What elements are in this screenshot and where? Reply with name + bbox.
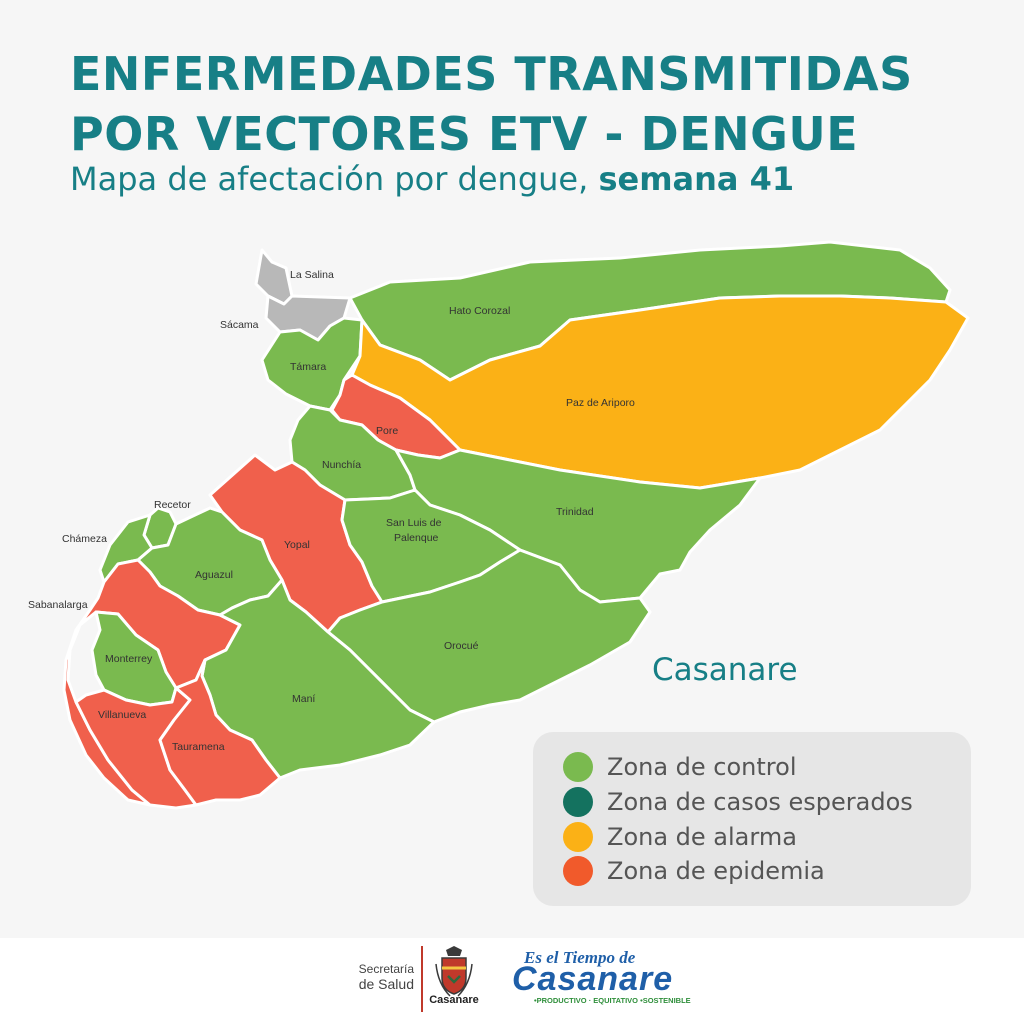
secretaria-line-1: Secretaría bbox=[358, 962, 414, 976]
subtitle-prefix: Mapa de afectación por dengue, bbox=[70, 160, 599, 198]
municipality-la-salina[interactable] bbox=[254, 248, 294, 306]
title-line-1: ENFERMEDADES TRANSMITIDAS bbox=[70, 47, 913, 101]
label-monterrey: Monterrey bbox=[105, 653, 153, 665]
page-title: ENFERMEDADES TRANSMITIDAS POR VECTORES E… bbox=[70, 44, 913, 164]
label-yopal: Yopal bbox=[284, 539, 310, 551]
label-villanueva: Villanueva bbox=[98, 709, 146, 721]
legend-item-control: Zona de control bbox=[563, 750, 797, 784]
label-recetor: Recetor bbox=[154, 499, 191, 511]
municipality-tauramena[interactable] bbox=[158, 658, 282, 807]
title-line-2: POR VECTORES ETV - DENGUE bbox=[70, 107, 859, 161]
label-orocue: Orocué bbox=[444, 640, 479, 652]
legend-label-alarma: Zona de alarma bbox=[607, 823, 797, 851]
legend-label-esperados: Zona de casos esperados bbox=[607, 788, 913, 816]
label-hato-corozal: Hato Corozal bbox=[449, 305, 510, 317]
label-paz-de-ariporo: Paz de Ariporo bbox=[566, 397, 635, 409]
map-legend: Zona de control Zona de casos esperados … bbox=[533, 732, 971, 906]
page-subtitle: Mapa de afectación por dengue, semana 41 bbox=[70, 160, 794, 198]
legend-swatch-esperados bbox=[563, 787, 593, 817]
legend-item-esperados: Zona de casos esperados bbox=[563, 785, 913, 819]
label-tamara: Támara bbox=[290, 361, 326, 373]
crest-caption: Casanare bbox=[429, 994, 479, 1006]
slogan-sub: •PRODUCTIVO · EQUITATIVO •SOSTENIBLE bbox=[534, 996, 691, 1005]
label-sabanalarga: Sabanalarga bbox=[28, 599, 88, 611]
label-tauramena: Tauramena bbox=[172, 741, 225, 753]
legend-label-control: Zona de control bbox=[607, 753, 797, 781]
coat-of-arms-icon bbox=[435, 946, 473, 997]
legend-label-epidemia: Zona de epidemia bbox=[607, 857, 825, 885]
label-san-luis-de-palenque: San Luis de Palenque bbox=[386, 517, 442, 544]
municipality-shapes bbox=[62, 240, 970, 810]
slogan-main: Casanare bbox=[512, 960, 674, 998]
region-name: Casanare bbox=[652, 652, 798, 688]
footer-divider bbox=[421, 946, 423, 1012]
legend-swatch-epidemia bbox=[563, 856, 593, 886]
label-pore: Pore bbox=[376, 425, 398, 437]
label-aguazul: Aguazul bbox=[195, 569, 233, 581]
subtitle-week: semana 41 bbox=[598, 160, 795, 198]
municipality-labels: La Salina Sácama Hato Corozal Támara Paz… bbox=[28, 269, 635, 753]
label-chameza: Chámeza bbox=[62, 533, 107, 545]
secretaria-line-2: de Salud bbox=[358, 976, 414, 992]
legend-swatch-control bbox=[563, 752, 593, 782]
label-nunchia: Nunchía bbox=[322, 459, 361, 471]
footer: Secretaría de Salud Casanare Es el Tiemp… bbox=[0, 938, 1024, 1024]
label-sacama: Sácama bbox=[220, 319, 259, 331]
legend-item-epidemia: Zona de epidemia bbox=[563, 854, 825, 888]
slogan-top: Es el Tiempo de bbox=[524, 948, 636, 967]
label-trinidad: Trinidad bbox=[556, 506, 594, 518]
municipality-sabanalarga[interactable] bbox=[62, 558, 242, 807]
legend-item-alarma: Zona de alarma bbox=[563, 820, 797, 854]
label-la-salina: La Salina bbox=[290, 269, 334, 281]
secretaria-de-salud-logo: Secretaría de Salud bbox=[350, 962, 414, 992]
label-mani: Maní bbox=[292, 693, 315, 705]
legend-swatch-alarma bbox=[563, 822, 593, 852]
